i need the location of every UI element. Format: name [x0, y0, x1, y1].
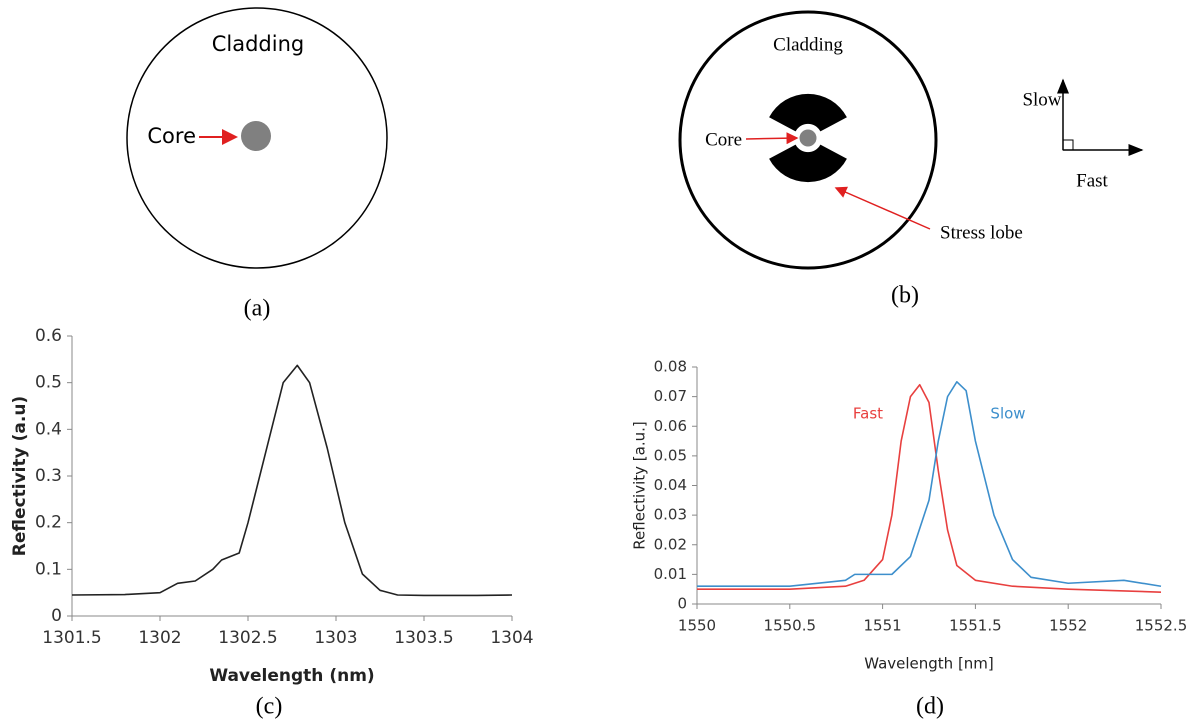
fast-label: Fast: [1076, 170, 1108, 191]
caption: (c): [256, 694, 283, 720]
panel-a: Cladding Core (a): [126, 7, 388, 322]
core-arrow: [745, 132, 799, 145]
x-tick-label: 1550: [678, 617, 716, 635]
y-tick-label: 0.1: [35, 559, 62, 579]
panel-b: Cladding Core Stress lobe Slow Fast (b): [678, 10, 1144, 309]
core-label: Core: [147, 124, 196, 148]
cladding-label: Cladding: [212, 32, 305, 56]
y-tick-label: 0.03: [654, 506, 687, 524]
y-tick-label: 0: [677, 595, 687, 613]
y-tick-label: 0.05: [654, 446, 687, 464]
x-axis-label: Wavelength [nm]: [864, 655, 994, 673]
y-tick-label: 0.08: [654, 358, 687, 376]
stress-lobe-label: Stress lobe: [940, 222, 1023, 243]
chart: 0 0.1 0.2 0.3 0.4 0.5 0.6 1301.5 1302 1302.5 1303 1…: [10, 326, 534, 720]
x-tick-label: 1550.5: [764, 617, 817, 635]
y-axis-label: Reflectivity [a.u.]: [631, 421, 649, 549]
y-tick-label: 0.04: [654, 476, 687, 494]
x-tick-label: 1551: [864, 617, 902, 635]
x-tick-label: 1551.5: [949, 617, 1002, 635]
cladding-label: Cladding: [773, 34, 843, 55]
x-tick-label: 1303: [314, 628, 357, 648]
y-tick-label: 0.01: [654, 565, 687, 583]
series-line: [697, 383, 1162, 593]
x-tick-label: 1301.5: [42, 628, 101, 648]
chart: 0 0.01 0.02 0.03 0.04 0.05 0.06 0.07 0.08 1550 155…: [631, 358, 1188, 720]
y-tick-label: 0.07: [654, 387, 687, 405]
y-tick-label: 0.6: [35, 326, 62, 346]
x-tick-label: 1303.5: [394, 628, 453, 648]
x-tick-label: 1302.5: [218, 628, 277, 648]
caption: (a): [244, 296, 271, 322]
x-tick-label: 1552: [1049, 617, 1087, 635]
x-tick-label: 1552.5: [1135, 617, 1188, 635]
slow-label: Slow: [1022, 89, 1061, 110]
y-tick-label: 0.5: [35, 373, 62, 393]
x-tick-label: 1304: [490, 628, 533, 648]
y-tick-label: 0.02: [654, 535, 687, 553]
core-dot: [241, 121, 271, 151]
series-name: Fast: [853, 405, 883, 423]
series-name: Slow: [990, 405, 1025, 423]
stress-lobe-arrow: [834, 186, 931, 230]
y-axis-label: Reflectivity (a.u): [10, 396, 30, 556]
y-tick-label: 0.06: [654, 417, 687, 435]
cladding-circle: [126, 7, 388, 269]
series-line: [697, 381, 1162, 588]
x-tick-label: 1302: [138, 628, 181, 648]
stress-lobe-shape: [769, 93, 847, 132]
cladding-circle: [678, 10, 938, 270]
data-line: [71, 364, 513, 597]
stress-lobe-shape: [769, 144, 847, 183]
x-axis-label: Wavelength (nm): [209, 666, 374, 686]
charts: 0 0.1 0.2 0.3 0.4 0.5 0.6 1301.5 1302 1302.5 1303 1…: [10, 326, 1187, 720]
y-tick-label: 0.3: [35, 466, 62, 486]
y-tick-label: 0: [51, 606, 62, 626]
y-tick-label: 0.4: [35, 419, 62, 439]
caption: (d): [916, 694, 944, 720]
right-angle: [1062, 139, 1074, 151]
y-tick-label: 0.2: [35, 513, 62, 533]
core-label: Core: [705, 129, 742, 150]
caption: (b): [891, 283, 919, 309]
core-dot: [796, 126, 820, 150]
